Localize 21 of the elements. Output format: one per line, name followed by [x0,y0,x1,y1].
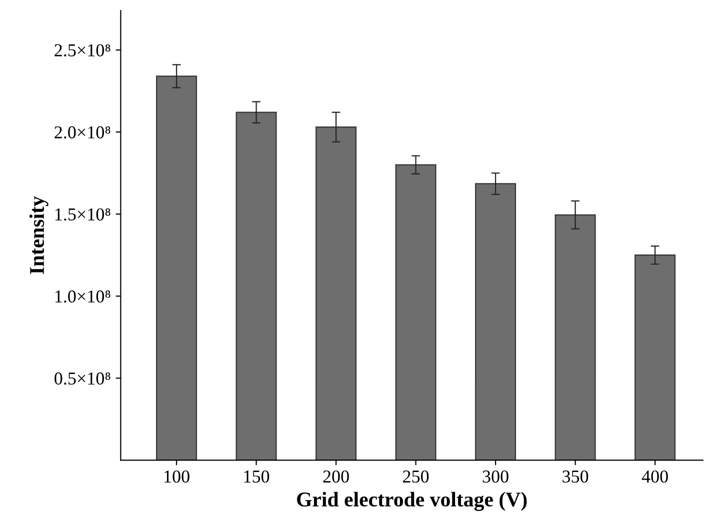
x-tick-label: 200 [323,470,349,483]
bar [156,76,198,460]
bar [634,254,676,460]
y-tick-label: 2.0×10⁸ [54,126,110,139]
bar [236,112,277,460]
bar [554,214,596,460]
y-tick-label: 1.5×10⁸ [55,208,110,221]
x-tick-label: 350 [562,470,588,483]
x-tick-label: 150 [244,470,270,483]
y-tick-label: 1.0×10⁸ [55,290,110,303]
y-axis-title: Intensity [29,196,48,274]
bar [316,126,357,460]
y-tick-label: 2.5×10⁸ [54,44,110,56]
y-tick-label: 0.5×10⁸ [54,372,110,385]
x-tick-label: 100 [164,470,190,483]
x-axis-title: Grid electrode voltage (V) [297,492,527,511]
x-tick-label: 300 [482,470,508,483]
x-tick-label: 400 [642,470,668,483]
x-tick-label: 250 [403,470,429,483]
bar [395,164,436,460]
bar [475,183,516,460]
